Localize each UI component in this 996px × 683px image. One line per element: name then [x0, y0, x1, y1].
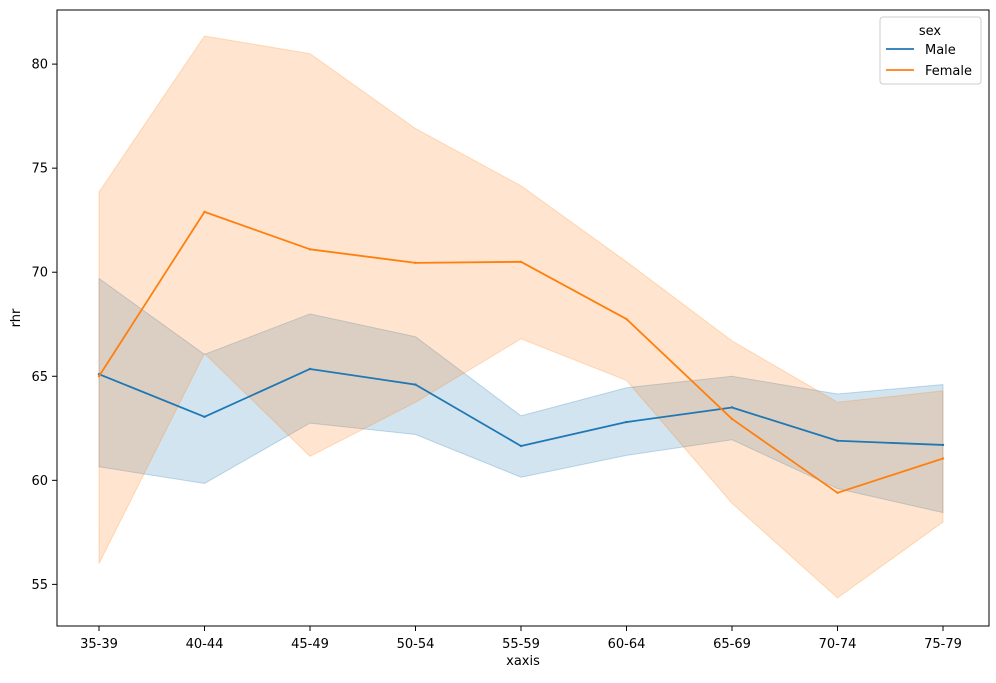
data-point-male-45-49	[308, 367, 312, 371]
data-point-male-50-54	[414, 383, 417, 386]
y-axis-label: rhr	[9, 308, 24, 327]
y-tick-label: 60	[31, 474, 48, 489]
legend-label-female: Female	[925, 64, 972, 79]
ci-band-male	[98, 277, 944, 514]
x-tick-label: 50-54	[397, 637, 435, 652]
data-point-female-40-44	[203, 210, 206, 214]
data-point-male-65-69	[730, 406, 734, 409]
data-point-female-35-39	[97, 375, 101, 378]
x-tick-label: 40-44	[186, 637, 224, 652]
y-tick-label: 55	[31, 578, 48, 593]
y-tick-label: 80	[31, 58, 48, 73]
x-tick-label: 55-59	[502, 637, 540, 652]
data-point-female-65-69	[730, 417, 734, 421]
x-tick-label: 60-64	[608, 637, 646, 652]
x-tick-label: 35-39	[80, 637, 118, 652]
legend-title: sex	[919, 24, 942, 39]
legend: sex Male Female	[879, 16, 982, 85]
x-tick-label: 70-74	[819, 637, 857, 652]
data-point-female-75-79	[941, 457, 945, 460]
legend-label-male: Male	[925, 43, 956, 58]
data-point-female-50-54	[414, 261, 417, 265]
legend-entries: Male Female	[886, 43, 972, 79]
plot-frame	[56, 9, 990, 627]
x-tick-label: 65-69	[713, 637, 751, 652]
series-lines	[97, 210, 945, 495]
data-point-female-70-74	[836, 491, 839, 495]
data-point-male-70-74	[836, 439, 839, 442]
data-point-male-60-64	[625, 420, 628, 424]
y-tick-label: 65	[31, 370, 48, 385]
data-point-female-55-59	[519, 260, 523, 264]
data-point-male-75-79	[941, 443, 945, 447]
data-point-female-60-64	[625, 317, 628, 321]
y-axis-ticks: 55 60 65 70 75 80	[31, 58, 57, 593]
data-point-female-45-49	[308, 248, 312, 251]
x-axis-label: xaxis	[506, 654, 540, 669]
y-tick-label: 70	[31, 266, 48, 281]
confidence-bands	[98, 35, 944, 599]
data-point-male-55-59	[519, 444, 523, 448]
y-tick-label: 75	[31, 162, 48, 177]
x-tick-label: 45-49	[291, 637, 329, 652]
ci-band-female	[98, 35, 944, 599]
legend-frame	[879, 16, 982, 85]
x-axis-ticks: 35-39 40-44 45-49 50-54 55-59 60-64 65-69 70-74…	[80, 626, 962, 652]
data-point-male-40-44	[203, 415, 206, 419]
x-tick-label: 75-79	[924, 637, 962, 652]
